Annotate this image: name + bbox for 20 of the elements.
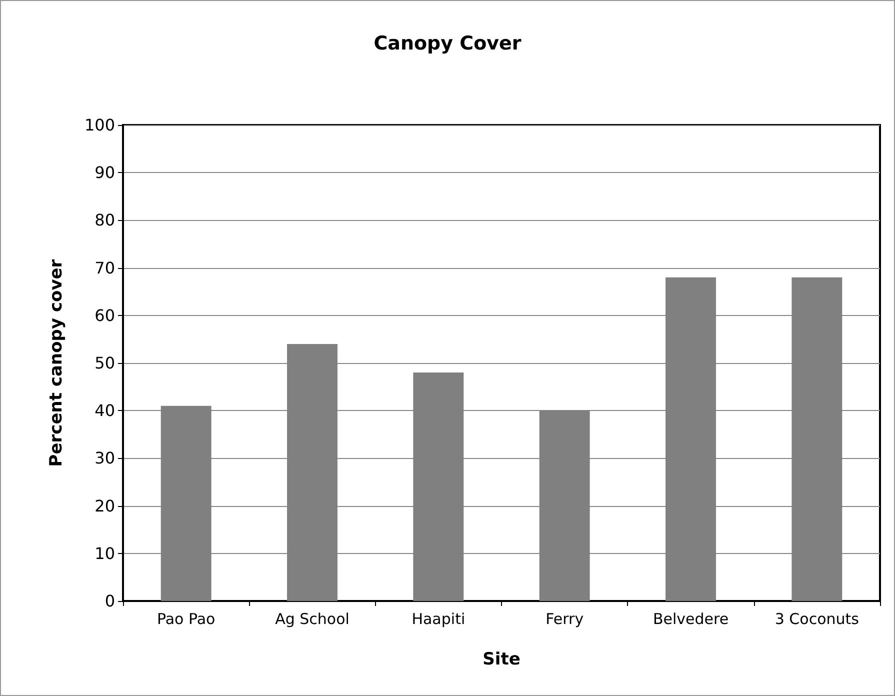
y-tick-label: 30	[94, 448, 115, 468]
x-tick-label: Pao Pao	[156, 610, 216, 628]
y-tick-label: 50	[94, 354, 115, 372]
x-tick-label: 3 Coconuts	[774, 610, 860, 628]
y-tick-label: 20	[94, 496, 115, 516]
y-tick-label: 60	[94, 306, 115, 325]
x-axis-title: Site	[482, 650, 520, 670]
y-axis-title: Percent canopy cover	[46, 258, 66, 467]
y-tick-label: 40	[94, 401, 115, 420]
y-tick-label: 0	[104, 592, 115, 610]
x-tick-label: Haapiti	[412, 610, 466, 628]
y-tick-label: 80	[94, 210, 115, 230]
x-tick-label: Ag School	[275, 610, 350, 628]
chart-title: Canopy Cover	[374, 32, 522, 54]
y-tick-label: 70	[94, 258, 115, 278]
x-tick-label: Belvedere	[652, 610, 729, 628]
x-tick-label: Ferry	[546, 610, 584, 628]
y-tick-label: 100	[84, 116, 115, 134]
y-tick-label: 10	[94, 544, 115, 563]
y-tick-label: 90	[94, 163, 115, 182]
